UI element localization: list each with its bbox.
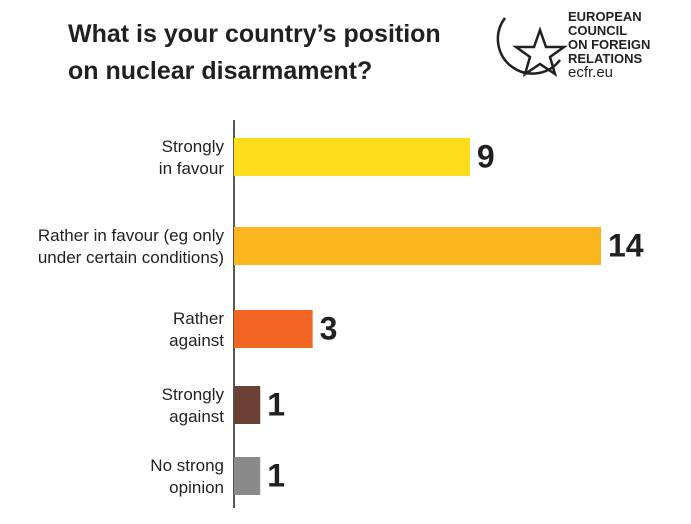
bar	[234, 138, 470, 176]
category-label: under certain conditions)	[38, 248, 224, 267]
category-label: Strongly	[162, 137, 225, 156]
category-label: Rather	[173, 309, 224, 328]
value-label: 9	[477, 138, 495, 174]
category-label: in favour	[159, 159, 225, 178]
logo-text: EUROPEAN	[568, 9, 642, 24]
category-label: against	[169, 331, 224, 350]
logo-text: COUNCIL	[568, 23, 627, 38]
logo-text: RELATIONS	[568, 51, 642, 66]
category-label: No strong	[150, 456, 224, 475]
bar	[234, 310, 313, 348]
chart-title: on nuclear disarmament?	[68, 57, 372, 85]
category-label: opinion	[169, 478, 224, 497]
category-label: Strongly	[162, 385, 225, 404]
bar	[234, 227, 601, 265]
bar	[234, 457, 261, 495]
logo-text: ON FOREIGN	[568, 37, 650, 52]
value-label: 3	[320, 310, 338, 346]
value-label: 1	[267, 457, 285, 493]
bar	[234, 386, 261, 424]
logo-text: ecfr.eu	[568, 64, 613, 81]
category-label: Rather in favour (eg only	[38, 226, 225, 245]
value-label: 1	[267, 386, 285, 422]
category-label: against	[169, 407, 224, 426]
chart-title: What is your country’s position	[68, 20, 441, 48]
value-label: 14	[608, 227, 644, 263]
logo-icon	[496, 17, 568, 77]
